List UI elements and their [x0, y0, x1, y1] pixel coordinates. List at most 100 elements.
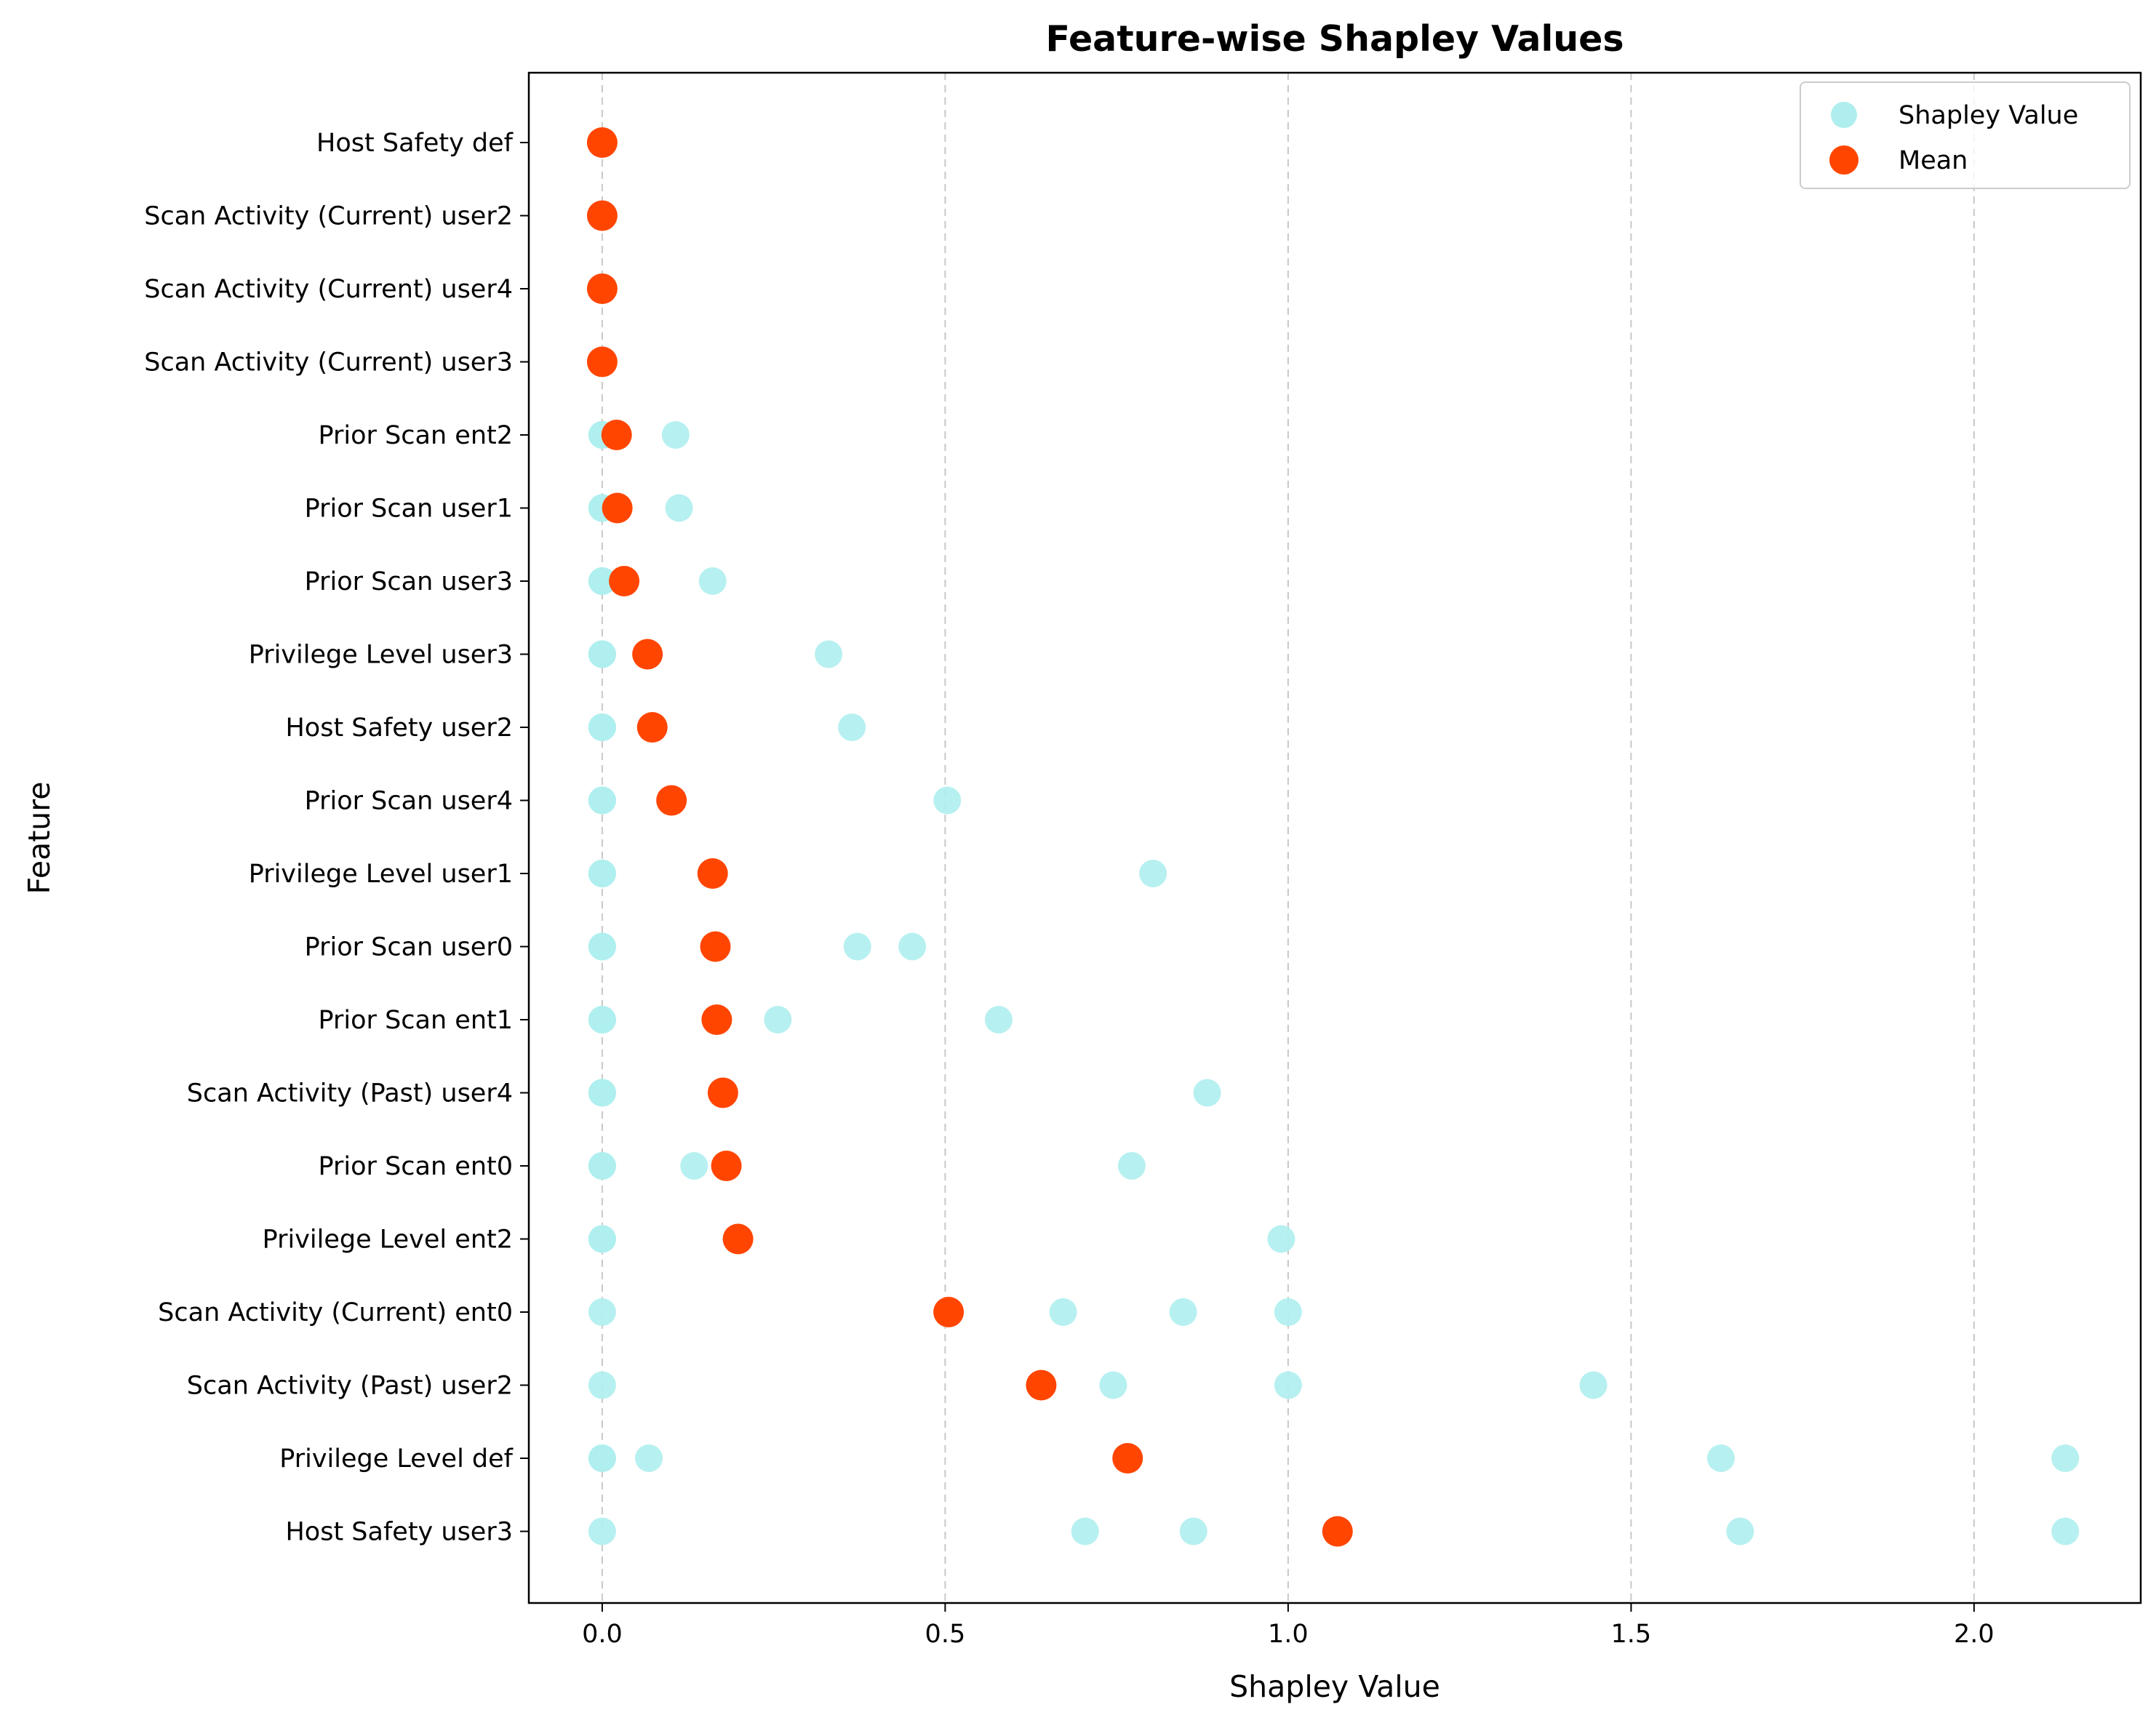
mean-point	[722, 1223, 754, 1255]
mean-point	[586, 127, 618, 158]
shapley-point	[815, 640, 843, 668]
shapley-point	[588, 786, 616, 815]
x-tick-label: 0.0	[582, 1620, 623, 1649]
legend-marker-shapley	[1831, 102, 1857, 128]
shapley-point	[1193, 1079, 1221, 1107]
y-tick-label: Prior Scan user3	[305, 567, 513, 596]
y-tick-label: Privilege Level user3	[249, 641, 513, 670]
y-axis-label: Feature	[22, 782, 57, 895]
shapley-point	[588, 1298, 616, 1326]
shapley-point	[933, 786, 962, 815]
legend-label-mean: Mean	[1899, 146, 1968, 175]
points-layer	[586, 127, 2080, 1547]
y-axis-ticks: Host Safety def Scan Activity (Current) u…	[144, 129, 529, 1547]
mean-point	[586, 273, 618, 304]
grid-layer	[601, 73, 1975, 1603]
y-tick-label: Scan Activity (Past) user2	[187, 1372, 513, 1401]
mean-point	[602, 492, 633, 524]
mean-point	[933, 1297, 965, 1327]
x-tick-label: 1.5	[1611, 1620, 1652, 1649]
shapley-point	[1117, 1152, 1146, 1180]
y-tick-label: Scan Activity (Past) user4	[187, 1079, 513, 1108]
shapley-point	[764, 1006, 792, 1034]
y-tick-label: Privilege Level ent2	[263, 1226, 513, 1255]
shapley-point	[1274, 1298, 1302, 1326]
mean-point	[1026, 1370, 1057, 1401]
y-tick-label: Scan Activity (Current) user2	[144, 202, 513, 231]
shapley-point	[2051, 1517, 2080, 1546]
shapley-point	[1099, 1371, 1127, 1399]
shapley-point	[588, 1225, 616, 1253]
shapley-point	[1579, 1371, 1608, 1399]
y-tick-label: Scan Activity (Current) ent0	[158, 1298, 513, 1327]
shapley-point	[1179, 1517, 1207, 1546]
y-tick-label: Prior Scan ent1	[319, 1006, 513, 1035]
shapley-point	[984, 1006, 1013, 1034]
y-tick-label: Prior Scan user0	[305, 933, 513, 962]
shapley-point	[1169, 1298, 1197, 1326]
legend-frame	[1800, 81, 2131, 189]
shapley-point	[1726, 1517, 1754, 1546]
legend-label-shapley: Shapley Value	[1899, 101, 2078, 130]
shapley-point	[680, 1152, 708, 1180]
shapley-point	[1139, 860, 1167, 887]
shapley-point	[843, 932, 871, 961]
shapley-point	[588, 1079, 616, 1107]
shapley-point	[1274, 1371, 1302, 1399]
chart-title: Feature-wise Shapley Values	[1045, 18, 1624, 60]
y-tick-label: Host Safety user3	[285, 1518, 513, 1547]
shapley-point	[1706, 1444, 1735, 1472]
x-tick-label: 2.0	[1954, 1620, 1995, 1649]
shapley-point	[635, 1444, 663, 1472]
y-tick-label: Prior Scan ent0	[319, 1152, 513, 1181]
shapley-point	[1267, 1225, 1295, 1253]
shapley-point	[588, 932, 616, 961]
mean-point	[656, 785, 687, 816]
y-tick-label: Scan Activity (Current) user4	[144, 275, 513, 304]
x-tick-label: 1.0	[1268, 1620, 1309, 1649]
shapley-point	[838, 713, 866, 741]
mean-point	[601, 420, 632, 450]
mean-point	[636, 712, 668, 743]
mean-point	[697, 858, 728, 889]
shapley-point	[2051, 1444, 2080, 1472]
x-axis-ticks: 0.0 0.5 1.0 1.5 2.0	[582, 1603, 1995, 1649]
y-tick-label: Privilege Level user1	[249, 860, 513, 889]
x-tick-label: 0.5	[925, 1620, 966, 1649]
mean-point	[1322, 1516, 1353, 1547]
y-tick-label: Prior Scan user4	[305, 787, 513, 816]
shapley-point	[588, 567, 616, 595]
plot-frame	[527, 71, 2142, 1604]
mean-point	[711, 1151, 742, 1181]
mean-point	[586, 200, 618, 231]
y-tick-label: Host Safety user2	[285, 713, 513, 743]
shapley-point	[588, 860, 616, 887]
y-tick-label: Prior Scan user1	[305, 495, 513, 524]
shapley-point	[588, 1152, 616, 1180]
shapley-point	[588, 640, 616, 668]
shapley-point	[1049, 1298, 1077, 1326]
shapley-point	[698, 567, 727, 595]
shapley-point	[661, 421, 690, 449]
shapley-point	[588, 1517, 616, 1546]
mean-point	[632, 639, 663, 670]
shapley-point	[588, 1444, 616, 1472]
y-tick-label: Prior Scan ent2	[319, 421, 513, 450]
y-tick-label: Privilege Level def	[279, 1444, 513, 1474]
mean-point	[707, 1077, 738, 1108]
shapley-point	[588, 1371, 616, 1399]
shapley-point	[1071, 1517, 1099, 1546]
shapley-point	[588, 713, 616, 741]
mean-point	[609, 566, 640, 596]
mean-point	[586, 346, 618, 377]
mean-point	[701, 1004, 732, 1035]
shapley-point	[665, 494, 693, 522]
mean-point	[700, 931, 731, 962]
legend-marker-mean	[1829, 145, 1858, 175]
shapley-point	[588, 1006, 616, 1034]
x-axis-label: Shapley Value	[1229, 1669, 1440, 1704]
shapley-point	[898, 932, 927, 961]
